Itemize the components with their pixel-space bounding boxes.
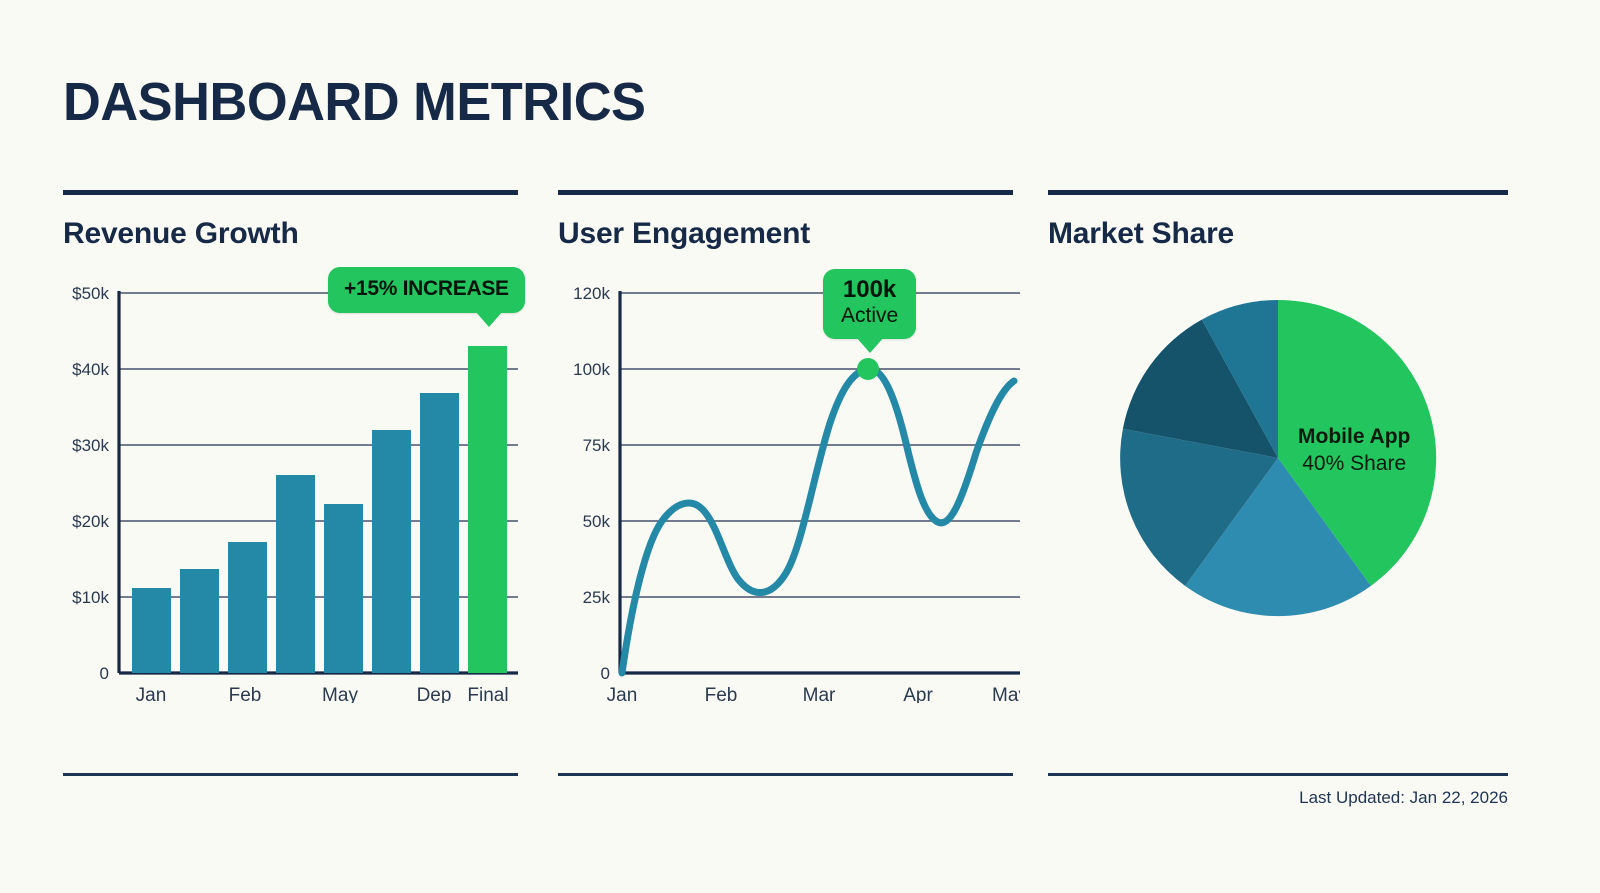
x-tick-label: Dep: [417, 685, 452, 703]
x-tick-label: May: [992, 685, 1020, 703]
y-tick-label: $40k: [72, 360, 109, 379]
pie-slice-tablet[interactable]: [1122, 319, 1278, 458]
panel-revenue-growth: Revenue Growth $50k $40k $30k $20k: [63, 190, 525, 776]
y-tick-label: $50k: [72, 284, 109, 303]
y-tick-label: 25k: [583, 588, 611, 607]
line-chart-y-ticks: 120k 100k 75k 50k 25k 0: [573, 284, 610, 683]
x-tick-label: Mar: [803, 685, 836, 703]
panel-title-engagement: User Engagement: [558, 217, 811, 250]
last-updated-text: Last Updated: Jan 22, 2026: [1299, 788, 1508, 807]
line-chart-gridlines: [620, 292, 1020, 598]
engagement-chart-area: 120k 100k 75k 50k 25k 0 Jan Feb Mar Apr …: [558, 269, 1020, 703]
y-tick-label: $30k: [72, 436, 109, 455]
panel-top-rule: [63, 190, 518, 195]
bar[interactable]: [180, 569, 219, 673]
y-tick-label: 75k: [583, 436, 611, 455]
market-chart-area: Mobile App 40% Share: [1048, 273, 1508, 693]
bar[interactable]: [228, 542, 267, 673]
y-tick-label: $20k: [72, 512, 109, 531]
bar[interactable]: [420, 393, 459, 673]
x-tick-label: Jan: [607, 685, 638, 703]
line-chart-series: [618, 365, 1018, 677]
peak-marker-dot[interactable]: [857, 358, 879, 380]
panel-title-revenue: Revenue Growth: [63, 217, 299, 250]
bar[interactable]: [132, 588, 171, 673]
pie-slice-other[interactable]: [1201, 300, 1278, 458]
increase-badge[interactable]: +15% INCREASE: [328, 267, 525, 327]
x-tick-label: May: [322, 685, 358, 703]
badge-value: 100k: [842, 276, 897, 303]
bar-highlighted[interactable]: [468, 346, 507, 673]
x-tick-label: Feb: [705, 685, 738, 703]
pie-chart[interactable]: [1048, 273, 1508, 703]
panel-market-share: Market Share Mobile App 40% Share: [1048, 190, 1508, 776]
panel-user-engagement: User Engagement 120k 100k 75k 50k: [558, 190, 1020, 776]
pie-slice-mobile-app[interactable]: [1278, 299, 1437, 586]
y-tick-label: $10k: [72, 588, 109, 607]
page-title: DASHBOARD METRICS: [63, 72, 646, 132]
panel-bottom-rule: [1048, 773, 1508, 776]
panel-top-rule: [1048, 190, 1508, 195]
y-tick-label: 50k: [583, 512, 611, 531]
line-chart-axes: [618, 291, 1020, 675]
panel-top-rule: [558, 190, 1013, 195]
revenue-chart-area: $50k $40k $30k $20k $10k 0 Jan: [63, 267, 525, 703]
x-tick-label: Final: [467, 685, 508, 703]
panel-bottom-rule: [63, 773, 518, 776]
line-chart[interactable]: 120k 100k 75k 50k 25k 0 Jan Feb Mar Apr …: [558, 273, 1020, 703]
y-tick-label: 120k: [573, 284, 610, 303]
bar-chart[interactable]: $50k $40k $30k $20k $10k 0 Jan: [63, 273, 518, 703]
pie-slice-desktop[interactable]: [1120, 428, 1278, 586]
bar[interactable]: [324, 504, 363, 673]
line-chart-x-ticks: Jan Feb Mar Apr May: [607, 685, 1020, 703]
panel-bottom-rule: [558, 773, 1013, 776]
bar[interactable]: [276, 475, 315, 673]
bar-chart-y-ticks: $50k $40k $30k $20k $10k 0: [72, 284, 109, 683]
bar-chart-bars: [132, 346, 507, 673]
x-tick-label: Feb: [229, 685, 262, 703]
y-tick-label: 0: [601, 664, 610, 683]
pie-slice-web[interactable]: [1185, 458, 1371, 617]
panel-title-market: Market Share: [1048, 217, 1235, 250]
badge-sublabel: Active: [841, 304, 899, 327]
y-tick-label: 0: [100, 664, 109, 683]
active-users-badge[interactable]: 100k Active: [823, 269, 917, 353]
y-tick-label: 100k: [573, 360, 610, 379]
x-tick-label: Apr: [903, 685, 933, 703]
bar[interactable]: [372, 430, 411, 673]
bar-chart-x-ticks: Jan Feb May Dep Final: [136, 685, 509, 703]
x-tick-label: Jan: [136, 685, 167, 703]
